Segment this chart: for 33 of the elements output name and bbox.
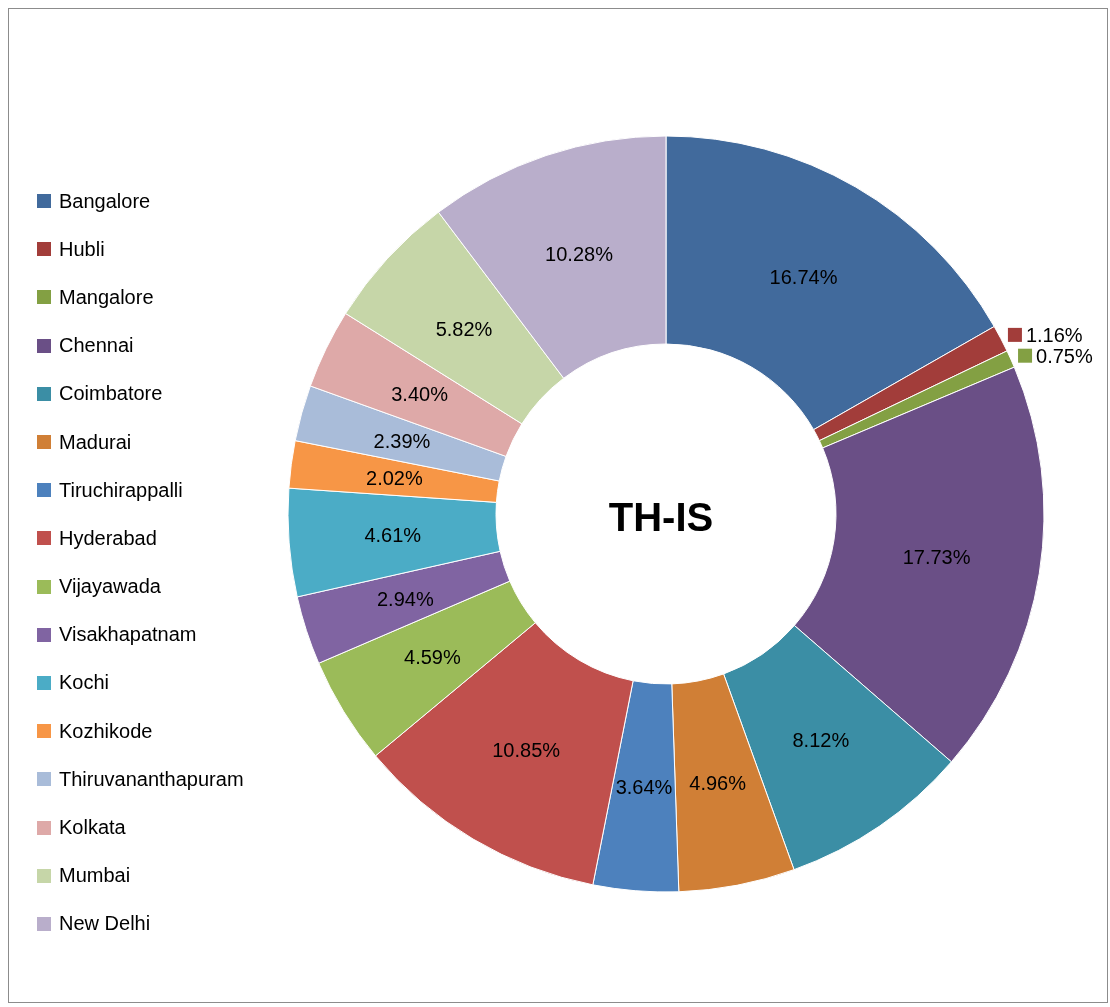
data-label: 4.96% [689, 772, 747, 795]
legend-label: Tiruchirappalli [59, 478, 183, 502]
data-label: 16.74% [769, 266, 838, 289]
data-label: 0.75% [1036, 344, 1093, 367]
data-label: 3.40% [391, 383, 449, 406]
legend-label: Kozhikode [59, 719, 153, 743]
legend-label: Hubli [59, 237, 105, 261]
legend-label: Coimbatore [59, 382, 163, 406]
legend-label: Vijayawada [59, 575, 161, 599]
legend-label: Thiruvananthapuram [59, 767, 244, 791]
data-label: 10.85% [492, 738, 561, 761]
legend-label: Mumbai [59, 864, 131, 888]
data-label: 4.61% [364, 523, 422, 546]
data-label: 2.39% [373, 429, 431, 452]
legend-label: Bangalore [59, 189, 151, 213]
data-label: 2.02% [366, 466, 423, 489]
data-label: 8.12% [792, 729, 850, 752]
data-label: 3.64% [615, 776, 673, 799]
legend-label: Kochi [59, 671, 110, 695]
data-label: 17.73% [902, 546, 971, 569]
legend-label: New Delhi [59, 912, 151, 936]
data-label: 10.28% [545, 243, 614, 266]
legend-label: Kolkata [59, 816, 126, 840]
legend-label: Mangalore [59, 285, 154, 309]
legend-label: Hyderabad [59, 526, 157, 550]
data-label: 2.94% [377, 587, 434, 610]
text: TH-IS [608, 495, 714, 539]
legend-label: Visakhapatnam [59, 623, 197, 647]
legend-label: Madurai [59, 430, 132, 454]
data-label: 5.82% [435, 317, 493, 340]
legend-label: Chennai [59, 334, 134, 358]
data-label: 4.59% [404, 646, 461, 669]
data-label: 1.16% [1025, 323, 1083, 346]
